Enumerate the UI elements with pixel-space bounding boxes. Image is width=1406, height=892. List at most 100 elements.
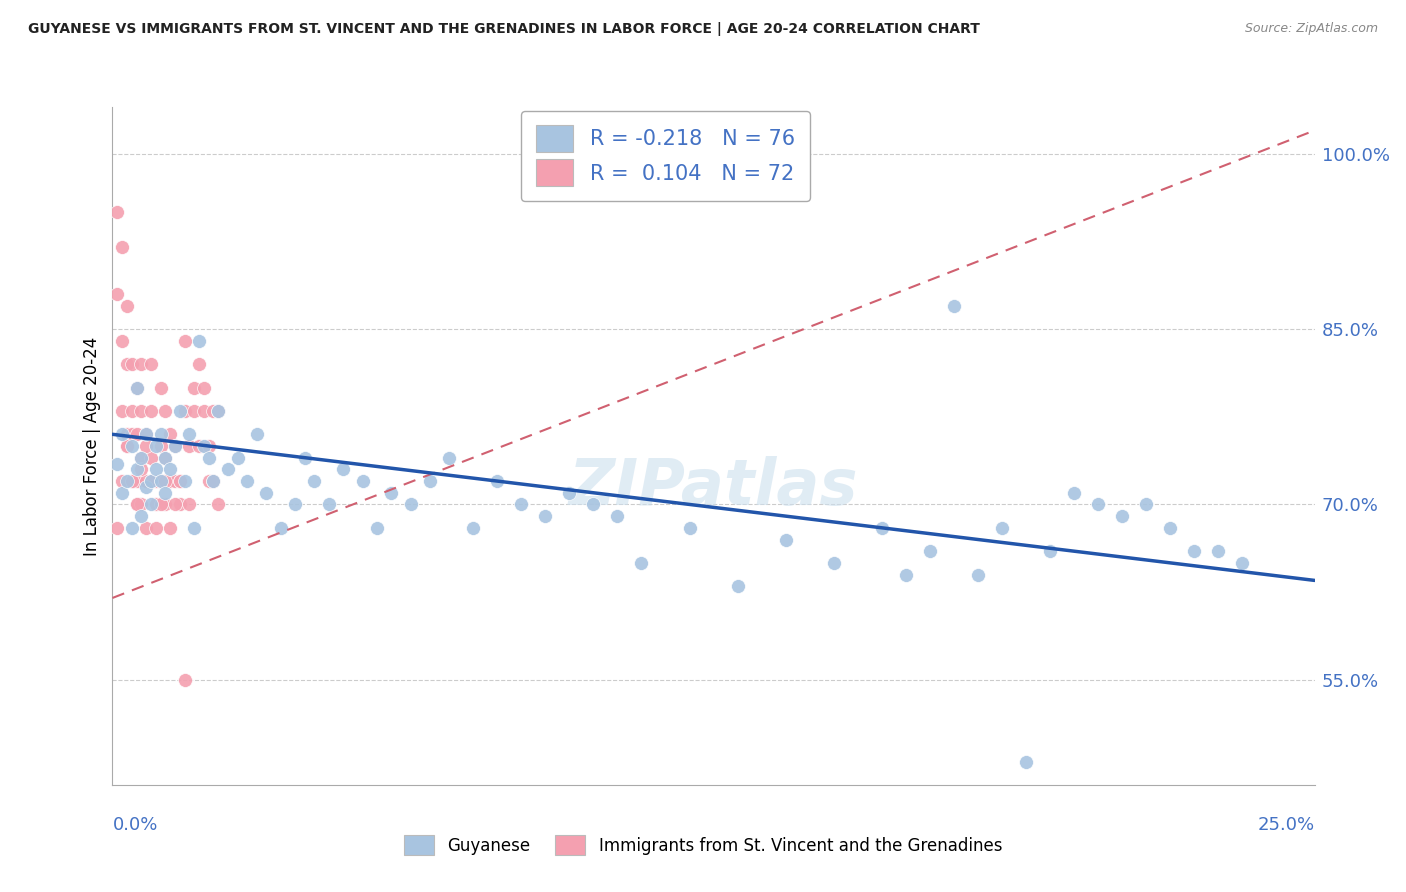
Point — [149, 380, 172, 394]
Point — [155, 485, 177, 500]
Point — [155, 474, 177, 488]
Point — [169, 404, 191, 418]
Point — [197, 450, 219, 465]
Point — [207, 404, 229, 418]
Point — [254, 485, 277, 500]
Point — [159, 427, 181, 442]
Point — [169, 474, 191, 488]
Point — [217, 462, 239, 476]
Point — [246, 427, 269, 442]
Point — [942, 299, 965, 313]
Point — [183, 404, 205, 418]
Point — [179, 498, 201, 512]
Point — [366, 521, 388, 535]
Point — [169, 474, 191, 488]
Point — [145, 474, 167, 488]
Point — [202, 474, 225, 488]
Point — [135, 474, 157, 488]
Point — [135, 439, 157, 453]
Point — [145, 521, 167, 535]
Point — [115, 474, 138, 488]
Point — [202, 474, 225, 488]
Point — [183, 380, 205, 394]
Point — [630, 556, 652, 570]
Point — [727, 579, 749, 593]
Point — [202, 404, 225, 418]
Point — [111, 240, 134, 254]
Point — [159, 474, 181, 488]
Point — [188, 439, 211, 453]
Point — [606, 509, 628, 524]
Point — [775, 533, 797, 547]
Point — [139, 404, 162, 418]
Point — [135, 427, 157, 442]
Point — [197, 474, 219, 488]
Point — [294, 450, 316, 465]
Point — [131, 357, 153, 371]
Point — [179, 439, 201, 453]
Point — [115, 427, 138, 442]
Point — [131, 450, 153, 465]
Point — [115, 357, 138, 371]
Point — [270, 521, 292, 535]
Point — [236, 474, 259, 488]
Point — [115, 439, 138, 453]
Point — [1063, 485, 1085, 500]
Point — [131, 462, 153, 476]
Point — [226, 450, 249, 465]
Point — [173, 474, 195, 488]
Point — [115, 439, 138, 453]
Point — [967, 567, 990, 582]
Point — [193, 439, 215, 453]
Point — [149, 427, 172, 442]
Point — [870, 521, 893, 535]
Point — [678, 521, 700, 535]
Point — [121, 427, 143, 442]
Point — [149, 498, 172, 512]
Y-axis label: In Labor Force | Age 20-24: In Labor Force | Age 20-24 — [83, 336, 101, 556]
Point — [145, 498, 167, 512]
Point — [155, 498, 177, 512]
Point — [125, 498, 148, 512]
Point — [121, 474, 143, 488]
Point — [352, 474, 374, 488]
Point — [121, 521, 143, 535]
Point — [163, 439, 186, 453]
Point — [188, 357, 211, 371]
Point — [1208, 544, 1230, 558]
Point — [437, 450, 460, 465]
Point — [304, 474, 326, 488]
Point — [179, 427, 201, 442]
Point — [149, 474, 172, 488]
Point — [131, 450, 153, 465]
Point — [193, 380, 215, 394]
Point — [173, 334, 195, 348]
Point — [115, 299, 138, 313]
Point — [1111, 509, 1133, 524]
Point — [111, 427, 134, 442]
Point — [105, 457, 128, 471]
Point — [125, 474, 148, 488]
Point — [163, 439, 186, 453]
Point — [332, 462, 354, 476]
Point — [121, 474, 143, 488]
Point — [197, 439, 219, 453]
Point — [139, 450, 162, 465]
Point — [1087, 498, 1109, 512]
Point — [111, 485, 134, 500]
Point — [131, 498, 153, 512]
Point — [125, 462, 148, 476]
Point — [183, 521, 205, 535]
Point — [163, 498, 186, 512]
Point — [159, 462, 181, 476]
Text: 0.0%: 0.0% — [112, 816, 157, 834]
Text: Source: ZipAtlas.com: Source: ZipAtlas.com — [1244, 22, 1378, 36]
Point — [149, 474, 172, 488]
Point — [145, 439, 167, 453]
Text: GUYANESE VS IMMIGRANTS FROM ST. VINCENT AND THE GRENADINES IN LABOR FORCE | AGE : GUYANESE VS IMMIGRANTS FROM ST. VINCENT … — [28, 22, 980, 37]
Point — [125, 498, 148, 512]
Point — [173, 673, 195, 687]
Point — [135, 480, 157, 494]
Point — [419, 474, 441, 488]
Point — [155, 450, 177, 465]
